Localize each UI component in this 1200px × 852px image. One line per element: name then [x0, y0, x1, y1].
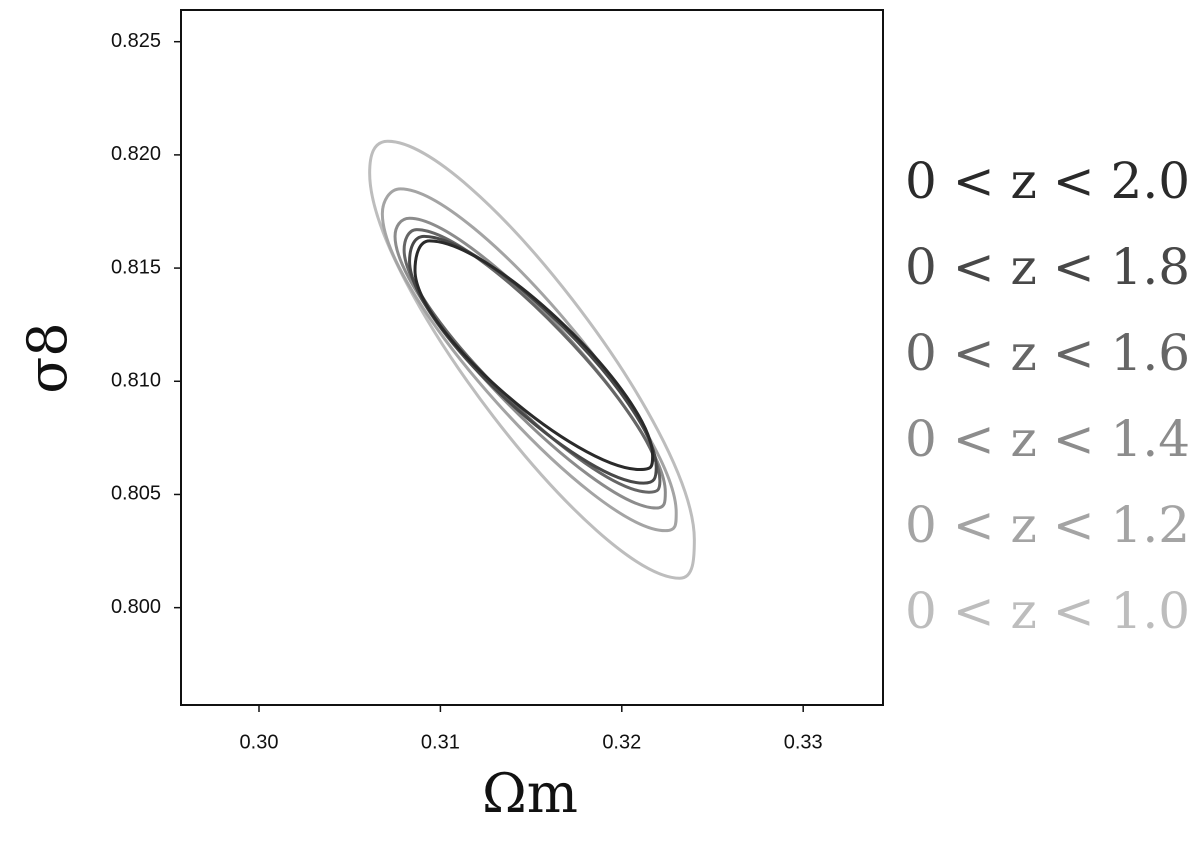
contour — [408, 234, 658, 485]
legend-label: 0 < z < 1.2 — [905, 496, 1190, 554]
contour — [413, 239, 655, 472]
x-tick-label: 0.32 — [602, 731, 641, 753]
y-tick-label: 0.805 — [111, 483, 161, 505]
legend-label: 0 < z < 2.0 — [905, 152, 1190, 210]
contour — [393, 216, 667, 510]
contour — [402, 228, 662, 494]
x-tick-label: 0.31 — [421, 731, 460, 753]
legend-label: 0 < z < 1.6 — [905, 324, 1190, 382]
y-tick-label: 0.815 — [111, 256, 161, 278]
y-tick-label: 0.825 — [111, 30, 161, 52]
y-axis-label: σ8 — [16, 322, 79, 393]
y-tick-label: 0.810 — [111, 370, 161, 392]
contour — [368, 139, 696, 580]
legend-label: 0 < z < 1.4 — [905, 410, 1190, 468]
y-tick-label: 0.800 — [111, 596, 161, 618]
contour — [380, 187, 678, 533]
plot-frame — [180, 9, 884, 706]
x-axis-label: Ωm — [482, 762, 578, 825]
x-tick-label: 0.30 — [240, 731, 279, 753]
legend-label: 0 < z < 1.0 — [905, 582, 1190, 640]
y-tick-label: 0.820 — [111, 143, 161, 165]
x-tick-label: 0.33 — [784, 731, 823, 753]
legend-label: 0 < z < 1.8 — [905, 238, 1190, 296]
